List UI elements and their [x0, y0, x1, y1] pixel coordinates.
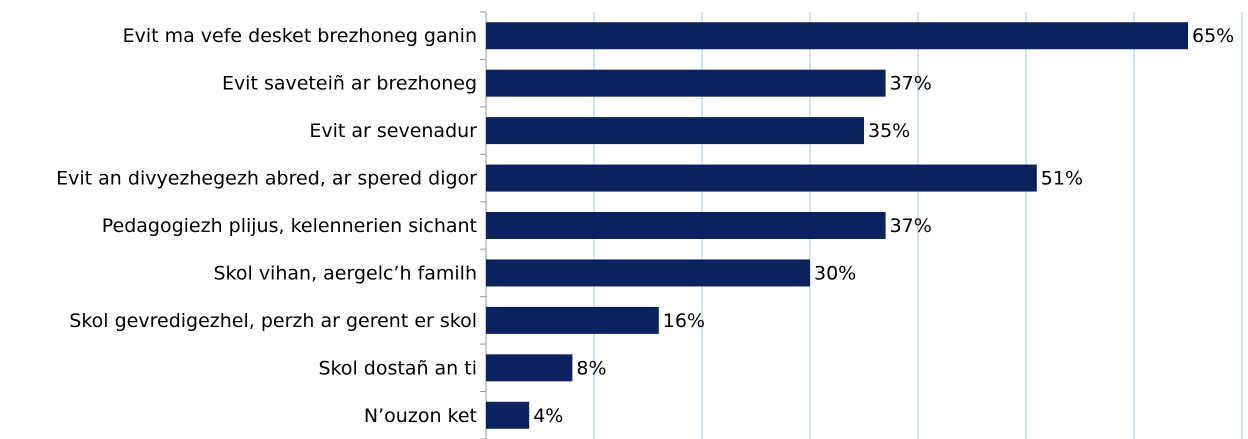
y-tick-label: Skol gevredigezhel, perzh ar gerent er s… — [69, 310, 477, 332]
bar — [486, 164, 1037, 192]
data-label: 35% — [868, 120, 910, 142]
data-label: 37% — [890, 73, 932, 95]
data-label: 8% — [576, 357, 606, 379]
y-tick-label: N’ouzon ket — [364, 405, 477, 427]
y-tick-label: Skol dostañ an ti — [318, 357, 477, 379]
bar — [486, 401, 530, 429]
y-tick-label: Evit an divyezhegezh abred, ar spered di… — [56, 168, 477, 190]
y-tick-label: Evit ma vefe desket brezhoneg ganin — [123, 25, 477, 47]
data-label: 30% — [814, 262, 856, 284]
bar — [486, 212, 886, 239]
y-tick-label: Evit ar sevenadur — [309, 120, 477, 142]
bar — [486, 354, 573, 382]
data-label: 51% — [1041, 168, 1083, 190]
data-label: 37% — [890, 215, 932, 237]
data-label: 4% — [533, 405, 563, 427]
bar — [486, 22, 1188, 50]
y-tick-label: Evit saveteiñ ar brezhoneg — [222, 73, 477, 95]
bar — [486, 306, 659, 334]
bar — [486, 259, 810, 287]
data-label: 65% — [1192, 25, 1234, 47]
y-tick-label: Skol vihan, aergelc’h familh — [213, 262, 477, 284]
bar — [486, 117, 864, 145]
data-label: 16% — [663, 310, 705, 332]
y-tick-label: Pedagogiezh plijus, kelennerien sichant — [102, 215, 477, 237]
bar — [486, 69, 886, 97]
